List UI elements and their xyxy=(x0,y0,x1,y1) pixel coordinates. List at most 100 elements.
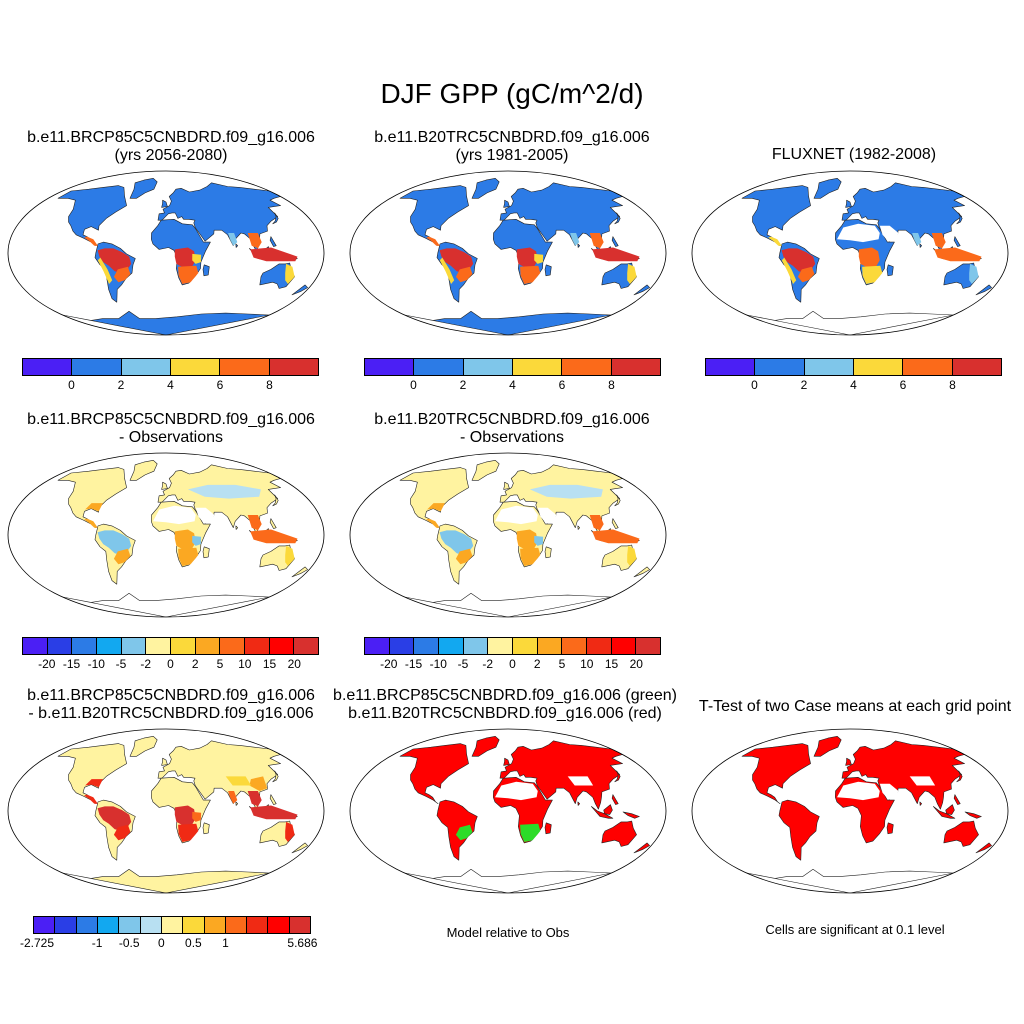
colorbar-tick-label: 0 xyxy=(157,936,165,950)
panel-title-6: b.e11.BRCP85C5CNBDRD.f09_g16.006 - b.e11… xyxy=(20,687,322,723)
colorbar-5-ticks: -20 -15 -10 -5 -2 0 2 5 10 15 20 xyxy=(364,657,661,673)
colorbar-6 xyxy=(33,916,311,934)
region-eurasia xyxy=(529,484,603,499)
region-brazilS xyxy=(455,824,473,841)
region-amazon xyxy=(781,248,816,273)
colorbar-swatch-6 xyxy=(488,638,514,654)
colorbar-tick-label: 6 xyxy=(216,378,224,392)
region-cam xyxy=(84,518,98,528)
colorbar-swatch-13 xyxy=(289,917,311,933)
colorbar-tick-label: 2 xyxy=(533,657,541,671)
panel-title-2-line2: (yrs 1981-2005) xyxy=(455,147,569,164)
region-sahara xyxy=(837,781,880,801)
region-sahara xyxy=(837,223,880,243)
continent-na xyxy=(57,185,127,246)
continent-nz xyxy=(291,566,308,578)
region-india xyxy=(912,233,922,246)
region-brazilS xyxy=(797,266,815,283)
region-sahara xyxy=(495,781,538,801)
continent-uk xyxy=(161,199,168,208)
continent-bor xyxy=(603,804,613,815)
colorbar-swatch-1 xyxy=(23,359,73,375)
colorbar-swatch-4 xyxy=(512,359,563,375)
continent-ind xyxy=(591,806,614,819)
region-brazilS xyxy=(113,266,131,283)
panel-title-5-line2: - Observations xyxy=(459,429,565,446)
colorbar-tick-label: 20 xyxy=(287,657,301,671)
colorbar-swatch-5 xyxy=(119,917,141,933)
colorbar-tick-label: 0 xyxy=(410,378,417,392)
colorbar-tick-label: 10 xyxy=(238,657,252,671)
colorbar-tick-label: -15 xyxy=(62,657,81,671)
colorbar-4-ticks: -20 -15 -10 -5 -2 0 2 5 10 15 20 xyxy=(22,657,319,673)
colorbar-swatch-11 xyxy=(611,638,637,654)
continent-sri xyxy=(235,243,238,248)
region-eurasia xyxy=(187,484,261,499)
map-border xyxy=(349,728,667,894)
map-land-layer xyxy=(399,460,650,617)
region-arab xyxy=(537,507,557,524)
colorbar-tick-label: -10 xyxy=(87,657,105,671)
continent-ant xyxy=(62,869,270,893)
map-land-layer xyxy=(57,178,308,335)
continent-uk xyxy=(503,757,510,766)
colorbar-tick-label: 15 xyxy=(262,657,277,671)
colorbar-swatch-2 xyxy=(55,917,77,933)
colorbar-swatch-6 xyxy=(269,359,318,375)
continent-sri xyxy=(577,525,580,530)
map-land-layer xyxy=(741,736,992,893)
panel-title-1-line1: b.e11.BRCP85C5CNBDRD.f09_g16.006 xyxy=(27,129,315,146)
panel-title-7-line2: b.e11.B20TRC5CNBDRD.f09_g16.006 (red) xyxy=(348,705,662,722)
region-congo xyxy=(174,529,196,550)
colorbar-tick-label: -5 xyxy=(115,657,127,671)
continent-ant xyxy=(62,311,270,335)
region-eaf xyxy=(192,535,202,546)
colorbar-swatch-5 xyxy=(562,359,612,375)
panel-title-8: T-Test of two Case means at each grid po… xyxy=(688,698,1022,716)
map-panel-5 xyxy=(349,452,667,618)
colorbar-tick-label: 8 xyxy=(266,378,273,392)
continent-na xyxy=(399,185,469,246)
colorbar-swatch-1 xyxy=(23,638,48,654)
continent-gr xyxy=(471,460,500,481)
panel-title-1-line2: (yrs 2056-2080) xyxy=(114,147,228,164)
continent-uk xyxy=(503,199,510,208)
colorbar-tick-label: 0 xyxy=(751,378,758,392)
continent-jp xyxy=(956,212,963,225)
colorbar-swatch-9 xyxy=(204,917,226,933)
panel-title-7: b.e11.BRCP85C5CNBDRD.f09_g16.006 (green)… xyxy=(330,687,680,723)
continent-mad xyxy=(544,546,552,559)
continent-sa xyxy=(436,799,478,861)
continent-mad xyxy=(202,264,210,277)
region-indo xyxy=(250,247,298,262)
colorbar-swatch-7 xyxy=(513,638,538,654)
region-indo xyxy=(250,529,298,544)
map-land-layer xyxy=(399,736,650,893)
continent-na xyxy=(57,743,127,804)
colorbar-swatch-5 xyxy=(903,359,953,375)
colorbar-swatch-5 xyxy=(220,359,270,375)
continent-ant xyxy=(746,869,954,893)
continent-jp xyxy=(272,212,279,225)
continent-nz xyxy=(291,842,308,854)
colorbar-swatch-10 xyxy=(587,638,612,654)
continent-jp xyxy=(272,494,279,507)
panel-title-4-line2: - Observations xyxy=(118,429,224,446)
continent-ant xyxy=(404,311,612,335)
colorbar-swatch-2 xyxy=(389,638,415,654)
continent-nz xyxy=(975,284,992,296)
continent-ind xyxy=(933,806,956,819)
colorbar-tick-label: 8 xyxy=(608,378,615,392)
colorbar-swatch-6 xyxy=(140,917,162,933)
continent-mad xyxy=(544,264,552,277)
colorbar-tick-label: -1 xyxy=(91,936,103,950)
colorbar-tick-label: -15 xyxy=(404,657,423,671)
map-panel-6 xyxy=(7,728,325,894)
colorbar-6-ticks: -2.725 -1 -0.5 0 0.5 1 5.686 xyxy=(20,936,317,952)
continent-sri xyxy=(235,525,238,530)
colorbar-4 xyxy=(22,637,319,655)
colorbar-swatch-10 xyxy=(245,638,270,654)
colorbar-3 xyxy=(705,358,1002,376)
map-border xyxy=(349,170,667,336)
region-safrica xyxy=(178,265,199,284)
